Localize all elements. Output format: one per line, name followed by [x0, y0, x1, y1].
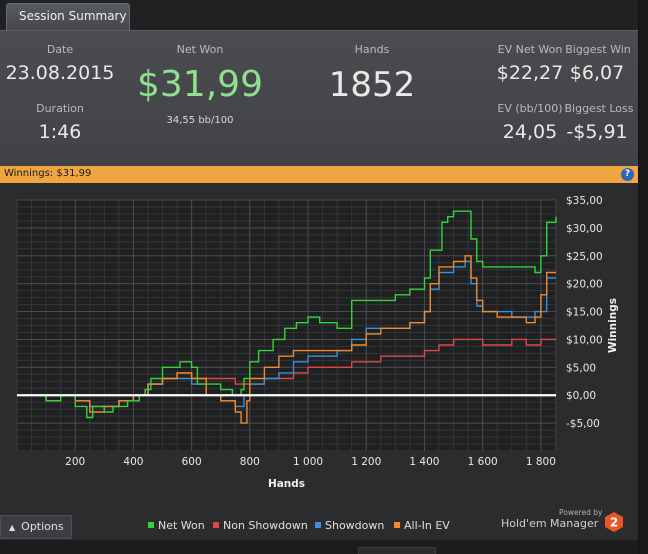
duration-value: 1:46 [38, 121, 82, 143]
legend-swatch [315, 522, 321, 528]
y-tick-label: $5,00 [566, 362, 596, 374]
bottom-edge [0, 540, 638, 554]
tab-session-summary[interactable]: Session Summary [6, 3, 130, 30]
legend-label: All-In EV [404, 519, 450, 532]
legend-label: Non Showdown [223, 519, 308, 532]
help-icon[interactable]: ? [621, 168, 634, 181]
y-tick-label: $35,00 [566, 195, 603, 207]
x-axis-title: Hands [268, 478, 305, 490]
winnings-bar: Winnings: $31,99 ? [0, 166, 638, 183]
bottom-bar: ▲ Options Net Won Non Showdown Showdown All-… [0, 508, 638, 540]
duration-label: Duration [36, 102, 84, 115]
x-tick-label: 1 400 [409, 456, 439, 468]
hm2-logo-number: 2 [610, 516, 618, 530]
y-axis-title: Winnings [607, 298, 619, 353]
legend-swatch [394, 522, 400, 528]
date-label: Date [46, 43, 74, 56]
bb-per-100-value: 34,55 bb/100 [166, 115, 234, 126]
biggest-loss-value: -$5,91 [566, 121, 628, 143]
winnings-chart: -$5,00 $0,00 $5,00 $10,00 $15,00 $20,00 $25,00… [16, 195, 619, 490]
legend-label: Net Won [158, 519, 205, 532]
legend-item-non-showdown[interactable]: Non Showdown [213, 519, 308, 532]
legend-item-showdown[interactable]: Showdown [315, 519, 384, 532]
y-tick-label: $20,00 [566, 279, 603, 291]
ev-bb-value: 24,05 [502, 121, 558, 143]
net-won-label: Net Won [176, 43, 224, 56]
y-tick-label: $30,00 [566, 223, 603, 235]
summary-panel: Date 23.08.2015 Duration 1:46 Net Won $3… [0, 30, 638, 166]
legend-label: Showdown [325, 519, 385, 532]
x-tick-label: 1 800 [526, 456, 556, 468]
ev-bb-label: EV (bb/100) [497, 102, 563, 115]
y-tick-label: $10,00 [566, 334, 603, 346]
x-tick-label: 400 [123, 456, 143, 468]
x-tick-label: 800 [240, 456, 260, 468]
y-tick-label: $25,00 [566, 251, 603, 263]
hands-label: Hands [354, 43, 390, 56]
y-tick-label: $0,00 [566, 390, 596, 402]
x-tick-label: 600 [182, 456, 202, 468]
legend-item-all-in-ev[interactable]: All-In EV [394, 519, 450, 532]
hm2-logo-icon: 2 [605, 512, 623, 532]
window-right-edge [638, 0, 648, 554]
ev-net-won-label: EV Net Won [497, 43, 563, 56]
options-button[interactable]: ▲ Options [0, 515, 72, 539]
legend-swatch [148, 522, 154, 528]
tab-bar: Session Summary [0, 0, 638, 30]
series-line-net-won [17, 210, 557, 419]
chevron-up-icon: ▲ [9, 523, 16, 532]
winnings-chart-panel: -$5,00 $0,00 $5,00 $10,00 $15,00 $20,00 $25,00… [0, 183, 638, 540]
winnings-bar-text: Winnings: $31,99 [4, 168, 92, 179]
biggest-win-label: Biggest Win [565, 43, 631, 56]
brand-name: Hold'em Manager [501, 517, 599, 530]
x-tick-label: 1 200 [351, 456, 381, 468]
x-tick-label: 1 000 [293, 456, 323, 468]
biggest-loss-label: Biggest Loss [564, 102, 634, 115]
x-tick-label: 200 [65, 456, 85, 468]
powered-by-text: Powered by [559, 508, 603, 517]
y-tick-label: $15,00 [566, 307, 603, 319]
bottom-tab[interactable] [358, 547, 436, 554]
legend-item-net-won[interactable]: Net Won [148, 519, 205, 532]
options-label: Options [21, 520, 64, 533]
net-won-value: $31,99 [137, 64, 263, 105]
ev-net-won-value: $22,27 [496, 62, 564, 84]
date-value: 23.08.2015 [5, 62, 115, 84]
y-tick-label: -$5,00 [566, 418, 600, 430]
legend-swatch [213, 522, 219, 528]
x-tick-label: 1 600 [468, 456, 498, 468]
biggest-win-value: $6,07 [569, 62, 625, 84]
series-line-all-in-ev [17, 255, 556, 424]
hands-value: 1852 [328, 65, 416, 105]
